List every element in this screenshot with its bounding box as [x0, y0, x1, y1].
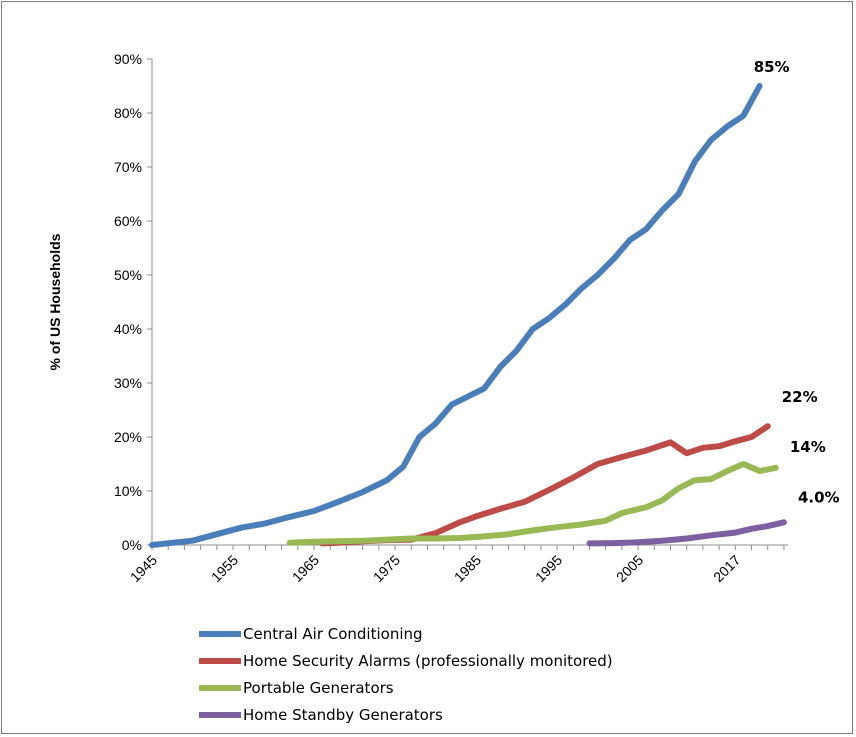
x-tick-label: 1945 [127, 552, 160, 585]
x-tick-label: 1965 [289, 552, 322, 585]
y-tick-label: 20% [114, 429, 142, 445]
y-tick-label: 90% [114, 51, 142, 67]
axes [151, 59, 788, 546]
legend-label-3: Portable Generators [243, 679, 394, 697]
x-tick-label: 2017 [710, 552, 743, 585]
y-tick-label: 60% [114, 213, 142, 229]
y-tick-label: 80% [114, 105, 142, 121]
series-line-3 [286, 461, 779, 546]
end-label-3: 14% [790, 438, 826, 456]
series-line-4 [586, 519, 787, 547]
legend-label-1: Central Air Conditioning [243, 625, 423, 643]
y-tick-label: 0% [122, 537, 142, 553]
y-axis-ticks: 0% 10% 20% 30% 40% 50% 60% 70% 80% 90% [114, 51, 152, 553]
y-tick-label: 50% [114, 267, 142, 283]
y-tick-label: 30% [114, 375, 142, 391]
legend-label-4: Home Standby Generators [243, 706, 443, 724]
end-label-1: 85% [754, 58, 790, 76]
y-tick-label: 40% [114, 321, 142, 337]
y-axis-title: % of US Households [47, 233, 63, 370]
y-tick-label: 10% [114, 483, 142, 499]
x-tick-label: 1995 [532, 552, 565, 585]
end-label-2: 22% [782, 388, 818, 406]
legend: Central Air Conditioning Home Security Al… [199, 625, 613, 724]
x-tick-label: 2005 [613, 552, 646, 585]
x-tick-label: 1975 [370, 552, 403, 585]
legend-label-2: Home Security Alarms (professionally mon… [243, 652, 613, 670]
end-labels: 85% 22% 14% 4.0% [754, 58, 840, 506]
end-label-4: 4.0% [798, 488, 840, 506]
series-line-1 [149, 83, 763, 548]
series-lines [149, 83, 787, 548]
x-tick-label: 1985 [451, 552, 484, 585]
x-axis-ticks: 1945 1955 1965 1975 1985 1995 2005 2017 [127, 545, 785, 585]
y-tick-label: 70% [114, 159, 142, 175]
x-tick-label: 1955 [208, 552, 241, 585]
